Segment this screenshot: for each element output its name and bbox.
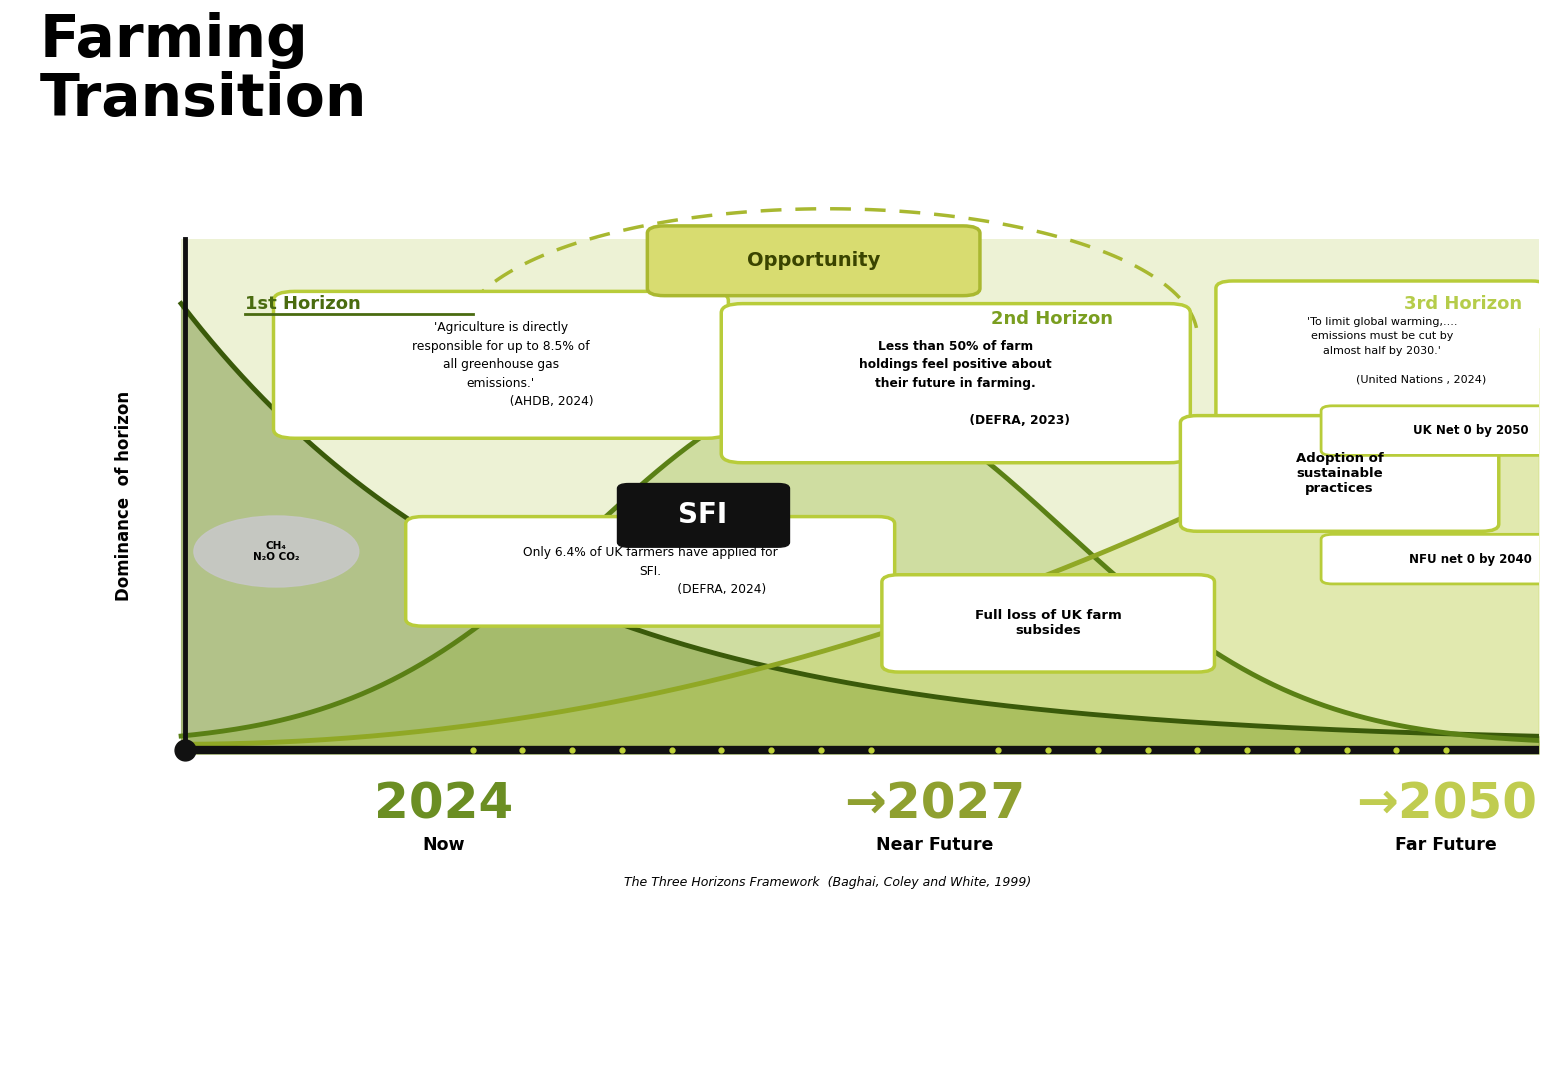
- Text: 1st Horizon: 1st Horizon: [245, 295, 361, 312]
- Text: UK Net 0 by 2050: UK Net 0 by 2050: [1412, 424, 1528, 437]
- Text: 3rd Horizon: 3rd Horizon: [1404, 295, 1521, 312]
- Text: 'Agriculture is directly
responsible for up to 8.5% of
all greenhouse gas
emissi: 'Agriculture is directly responsible for…: [409, 321, 594, 408]
- FancyBboxPatch shape: [406, 517, 895, 627]
- Text: 'To limit global warming,....
emissions must be cut by
almost half by 2030.'

  : 'To limit global warming,.... emissions …: [1279, 317, 1485, 384]
- Text: Less than 50% of farm
holdings feel positive about
their future in farming.

   : Less than 50% of farm holdings feel posi…: [842, 339, 1070, 426]
- FancyBboxPatch shape: [722, 304, 1190, 462]
- Text: Only 6.4% of UK farmers have applied for
SFI.
                                  : Only 6.4% of UK farmers have applied for…: [523, 546, 778, 596]
- Text: Dominance  of horizon: Dominance of horizon: [116, 392, 133, 602]
- FancyBboxPatch shape: [647, 226, 979, 296]
- Text: NFU net 0 by 2040: NFU net 0 by 2040: [1409, 553, 1532, 566]
- FancyBboxPatch shape: [1321, 406, 1562, 456]
- Text: Opportunity: Opportunity: [747, 251, 881, 270]
- Text: →2027: →2027: [843, 781, 1025, 829]
- Text: Farming
Transition: Farming Transition: [39, 12, 367, 128]
- FancyBboxPatch shape: [1181, 416, 1500, 531]
- FancyBboxPatch shape: [181, 239, 1539, 754]
- Text: The Three Horizons Framework  (Baghai, Coley and White, 1999): The Three Horizons Framework (Baghai, Co…: [625, 876, 1031, 889]
- FancyBboxPatch shape: [883, 574, 1215, 672]
- FancyBboxPatch shape: [1215, 281, 1548, 421]
- Text: Far Future: Far Future: [1395, 836, 1496, 854]
- FancyBboxPatch shape: [617, 483, 789, 547]
- Text: →2050: →2050: [1356, 781, 1537, 829]
- Text: Near Future: Near Future: [876, 836, 993, 854]
- Text: 2nd Horizon: 2nd Horizon: [992, 310, 1114, 327]
- Text: CH₄
N₂O CO₂: CH₄ N₂O CO₂: [253, 541, 300, 562]
- FancyBboxPatch shape: [273, 292, 728, 438]
- Text: Full loss of UK farm
subsides: Full loss of UK farm subsides: [975, 609, 1122, 638]
- Text: SFI: SFI: [678, 502, 728, 530]
- Text: 2024: 2024: [375, 781, 514, 829]
- Circle shape: [194, 516, 359, 588]
- FancyBboxPatch shape: [1321, 534, 1562, 584]
- Text: Now: Now: [423, 836, 465, 854]
- Text: Adoption of
sustainable
practices: Adoption of sustainable practices: [1296, 452, 1384, 495]
